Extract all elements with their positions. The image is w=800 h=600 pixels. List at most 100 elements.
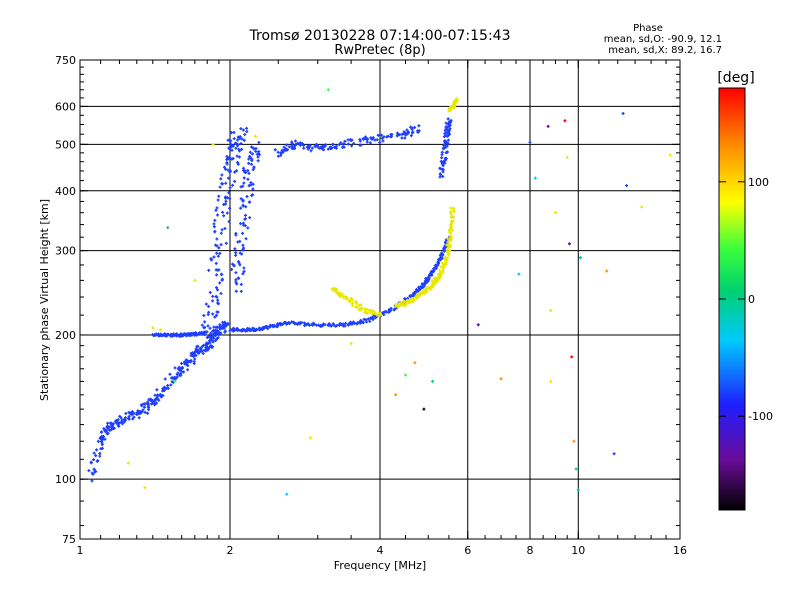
- echo-point: [373, 310, 376, 314]
- echo-point: [352, 142, 356, 146]
- echo-point: [232, 264, 236, 268]
- echo-point: [175, 375, 179, 379]
- echo-point: [284, 147, 288, 151]
- echo-point: [106, 431, 110, 435]
- echo-point: [386, 134, 390, 138]
- echo-point: [225, 162, 229, 166]
- echo-point: [443, 159, 447, 163]
- echo-point: [446, 117, 450, 121]
- echo-point: [455, 97, 459, 101]
- echo-point: [220, 173, 224, 177]
- echo-point: [375, 313, 379, 317]
- echo-point: [449, 206, 453, 210]
- chart-title: Tromsø 20130228 07:14:00-07:15:43: [249, 28, 511, 44]
- echo-point: [323, 323, 327, 327]
- echo-point: [449, 119, 453, 123]
- echo-point: [368, 319, 372, 323]
- x-tick-label: 8: [527, 544, 534, 557]
- echo-point: [224, 324, 228, 328]
- echo-point: [215, 206, 219, 210]
- echo-point: [235, 154, 239, 158]
- echo-point: [136, 409, 140, 413]
- echo-point: [302, 143, 306, 147]
- colorbar-label: [deg]: [717, 70, 754, 86]
- echo-point: [415, 288, 419, 292]
- echo-point: [229, 139, 233, 143]
- echo-point: [440, 156, 444, 160]
- echo-point: [173, 366, 177, 370]
- echo-point: [447, 132, 451, 136]
- echo-point: [440, 256, 444, 260]
- echo-point: [234, 251, 238, 255]
- echo-point: [236, 162, 240, 166]
- echo-point: [179, 373, 183, 377]
- echo-point: [202, 343, 206, 347]
- echo-point: [229, 131, 233, 135]
- echo-point: [103, 437, 107, 441]
- echo-point: [194, 353, 198, 357]
- echo-point: [228, 170, 232, 174]
- echo-point: [330, 146, 334, 150]
- echo-point: [220, 277, 224, 281]
- echo-point: [126, 461, 130, 465]
- echo-point: [403, 136, 407, 140]
- echo-point: [444, 121, 448, 125]
- echo-point: [248, 329, 252, 333]
- echo-point: [446, 243, 450, 247]
- echo-point: [290, 142, 294, 146]
- echo-point: [234, 289, 238, 293]
- echo-point: [275, 323, 279, 327]
- echo-point: [337, 143, 341, 147]
- echo-point: [139, 403, 143, 407]
- echo-point: [213, 218, 217, 222]
- echo-point: [230, 267, 234, 271]
- echo-point: [446, 240, 450, 244]
- echo-point: [166, 226, 170, 230]
- echo-point: [621, 111, 625, 115]
- echo-point: [346, 323, 350, 327]
- echo-point: [668, 153, 672, 157]
- echo-point: [214, 325, 218, 329]
- echo-point: [285, 143, 289, 147]
- echo-point: [359, 307, 363, 311]
- echo-point: [166, 383, 170, 387]
- echo-point: [202, 313, 206, 317]
- echo-point: [94, 470, 98, 474]
- echo-point: [210, 335, 214, 339]
- echo-point: [382, 135, 386, 139]
- echo-point: [158, 328, 162, 332]
- echo-point: [203, 332, 207, 336]
- echo-point: [218, 326, 222, 330]
- echo-point: [214, 313, 218, 317]
- echo-point: [247, 184, 251, 188]
- echo-point: [215, 244, 219, 248]
- echo-point: [302, 146, 306, 150]
- y-tick-label: 750: [55, 54, 76, 67]
- echo-point: [173, 376, 177, 380]
- echo-point: [207, 310, 211, 314]
- echo-point: [242, 181, 246, 185]
- echo-point: [282, 145, 286, 149]
- echo-point: [205, 330, 209, 334]
- echo-point: [332, 145, 336, 149]
- echo-point: [350, 298, 354, 302]
- echo-point: [605, 269, 609, 273]
- echo-point: [294, 139, 298, 143]
- echo-point: [276, 150, 280, 154]
- echo-point: [246, 226, 250, 230]
- echo-point: [447, 252, 451, 256]
- echo-point: [96, 439, 100, 443]
- echo-point: [244, 205, 248, 209]
- echo-point: [445, 144, 449, 148]
- echo-point: [153, 397, 157, 401]
- echo-point: [549, 379, 553, 383]
- echo-point: [448, 234, 452, 238]
- echo-point: [239, 197, 243, 201]
- echo-point: [201, 352, 205, 356]
- echo-point: [89, 460, 93, 464]
- echo-point: [358, 137, 362, 141]
- echo-point: [443, 244, 447, 248]
- echo-point: [228, 329, 232, 333]
- echo-point: [388, 309, 392, 313]
